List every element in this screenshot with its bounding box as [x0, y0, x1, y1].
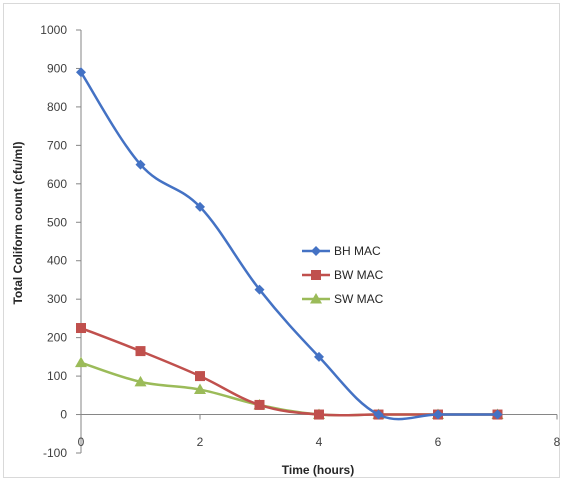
legend-marker-sw-mac [310, 293, 322, 304]
legend-label-bw-mac: BW MAC [334, 268, 384, 282]
y-tick-label: 700 [47, 138, 67, 152]
series-line-bw-mac [80, 326, 498, 417]
data-point-bh-mac [492, 409, 503, 420]
axes [76, 29, 558, 454]
data-point-bw-mac [254, 399, 265, 410]
data-point-bh-mac [76, 67, 86, 78]
legend-label-bh-mac: BH MAC [334, 244, 381, 258]
data-point-bh-mac [254, 284, 265, 295]
y-tick-label: 600 [47, 177, 67, 191]
x-tick-label: 0 [78, 435, 85, 449]
data-point-sw-mac [75, 356, 87, 368]
x-tick-label: 4 [316, 435, 323, 449]
x-tick-label: 6 [435, 435, 442, 449]
y-tick-label: 500 [47, 215, 67, 229]
data-point-sw-mac [134, 375, 147, 387]
y-tick-label: 1000 [40, 23, 67, 37]
data-point-bw-mac [195, 371, 205, 382]
x-tick-label: 2 [197, 435, 204, 449]
data-point-sw-mac [194, 383, 206, 395]
y-tick-label: -100 [43, 446, 67, 460]
data-point-bw-mac [135, 346, 146, 357]
y-tick-label: 300 [47, 292, 67, 306]
legend-marker-bw-mac [311, 270, 321, 280]
legend-marker-bh-mac [311, 246, 321, 256]
data-point-bh-mac [433, 409, 443, 420]
data-point-bh-mac [373, 409, 384, 420]
series-line-sw-mac [80, 361, 498, 417]
data-point-bh-mac [135, 159, 146, 170]
series-layer [75, 67, 504, 421]
y-axis-title: Total Coliform count (cfu/ml) [11, 141, 25, 304]
tick-labels: -100 0 100 200 300 400 500 600 700 800 900 1000 0 2 4 6… [40, 23, 560, 460]
y-tick-label: 800 [47, 100, 67, 114]
legend: BH MAC BW MAC SW MAC [302, 244, 384, 306]
series-line-bh-mac [79, 71, 498, 421]
data-point-bw-mac [76, 323, 86, 334]
chart-frame [3, 3, 560, 478]
y-tick-label: 0 [60, 408, 67, 422]
y-tick-label: 100 [47, 369, 67, 383]
x-axis-title: Time (hours) [282, 463, 354, 477]
data-point-bh-mac [314, 351, 324, 362]
y-tick-label: 900 [47, 61, 67, 75]
y-tick-label: 200 [47, 331, 67, 345]
data-point-bh-mac [195, 201, 205, 212]
x-tick-label: 8 [554, 435, 561, 449]
y-tick-label: 400 [47, 254, 67, 268]
legend-label-sw-mac: SW MAC [334, 292, 384, 306]
data-point-bw-mac [314, 409, 324, 420]
